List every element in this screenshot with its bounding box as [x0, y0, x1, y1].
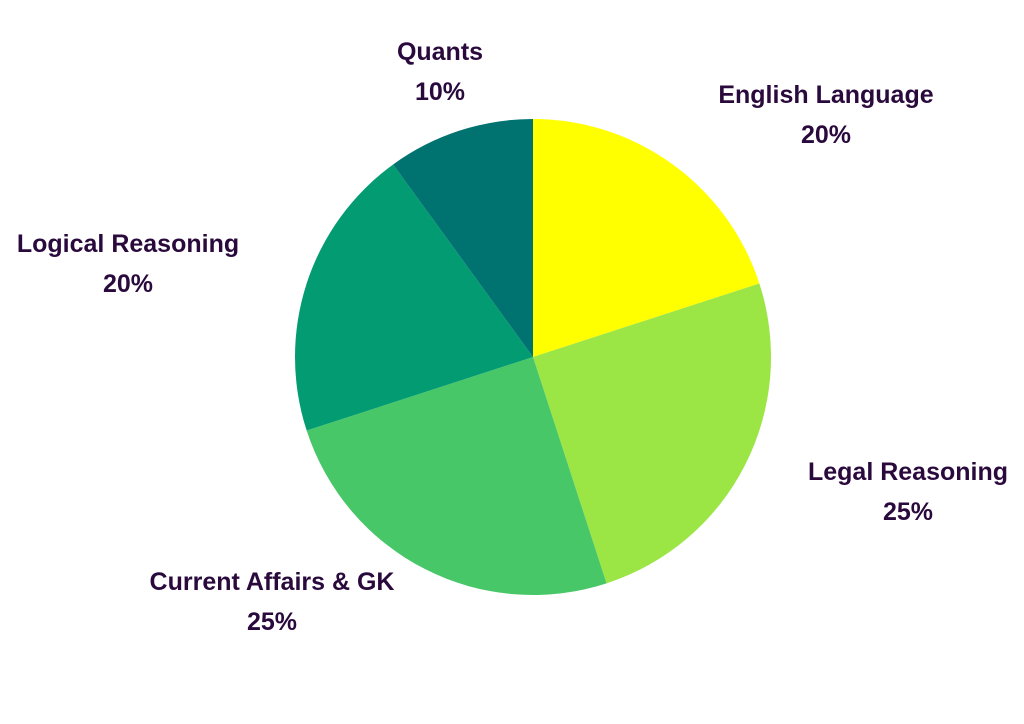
pie-slice	[393, 119, 533, 357]
category-label: Current Affairs & GK	[149, 568, 395, 596]
pie-slice	[306, 357, 607, 595]
pie-slice	[533, 283, 771, 584]
slice-label: Legal Reasoning 25%	[758, 452, 1024, 532]
category-label: Legal Reasoning	[807, 458, 1009, 486]
pie-slice	[533, 119, 760, 357]
value-label: 20%	[800, 121, 852, 149]
category-label: Logical Reasoning	[16, 230, 240, 258]
value-label: 20%	[102, 270, 154, 298]
pie-slice	[295, 164, 533, 431]
value-label: 25%	[246, 608, 298, 636]
slice-label: English Language 20%	[676, 75, 976, 155]
value-label: 10%	[414, 78, 466, 106]
category-label: English Language	[718, 81, 934, 109]
value-label: 25%	[882, 498, 934, 526]
slice-label: Quants 10%	[340, 32, 540, 112]
slice-label: Logical Reasoning 20%	[0, 224, 278, 304]
category-label: Quants	[396, 38, 484, 66]
slice-label: Current Affairs & GK 25%	[147, 562, 397, 642]
